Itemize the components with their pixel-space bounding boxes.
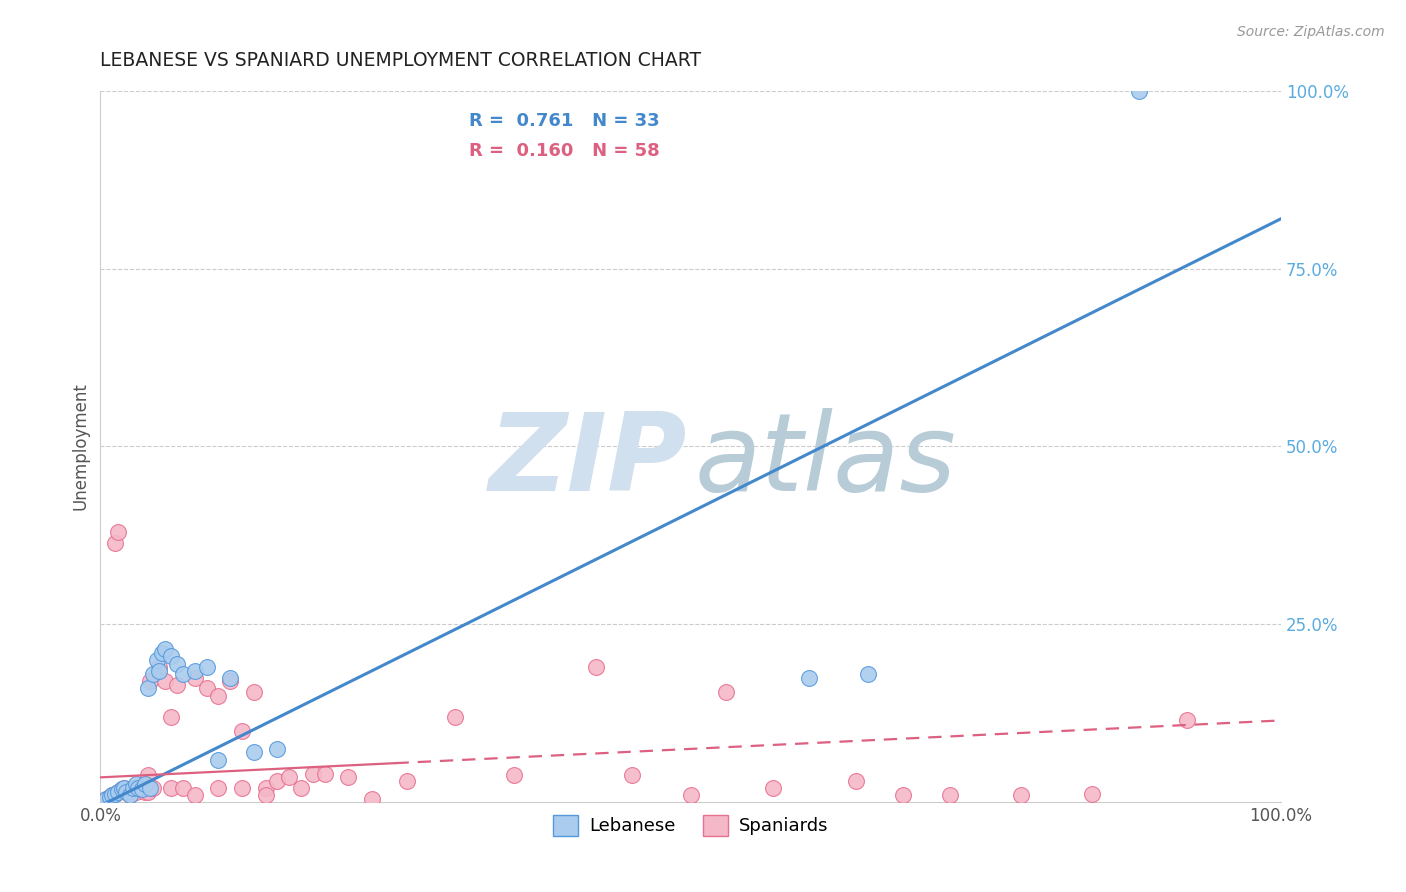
Point <box>125 784 148 798</box>
Point <box>172 667 194 681</box>
Point <box>166 678 188 692</box>
Point <box>361 791 384 805</box>
Point <box>136 784 159 798</box>
Point <box>112 780 135 795</box>
Point <box>160 710 183 724</box>
Point <box>136 768 159 782</box>
Point <box>101 788 124 802</box>
Point <box>396 773 419 788</box>
Point <box>115 784 138 798</box>
Point <box>131 782 153 797</box>
Text: atlas: atlas <box>695 409 956 513</box>
Point <box>443 710 465 724</box>
Point <box>160 780 183 795</box>
Point <box>207 780 229 795</box>
Point <box>107 784 129 798</box>
Point <box>1081 787 1104 801</box>
Point <box>207 689 229 703</box>
Point <box>115 784 138 798</box>
Point <box>127 780 149 795</box>
Point <box>148 660 170 674</box>
Point <box>845 773 868 788</box>
Point <box>195 681 218 696</box>
Point <box>131 782 153 797</box>
Text: R =  0.761   N = 33: R = 0.761 N = 33 <box>468 112 659 129</box>
Point <box>142 780 165 795</box>
Point <box>939 788 962 802</box>
Point <box>1010 788 1032 802</box>
Point <box>856 667 879 681</box>
Point <box>98 789 121 804</box>
Point <box>254 788 277 802</box>
Point <box>160 649 183 664</box>
Point <box>797 671 820 685</box>
Point <box>103 535 125 549</box>
Point <box>155 674 177 689</box>
Point <box>118 788 141 802</box>
Point <box>139 674 162 689</box>
Point <box>502 768 524 782</box>
Point <box>254 780 277 795</box>
Point <box>243 685 266 699</box>
Point <box>266 742 288 756</box>
Point <box>139 780 162 795</box>
Point <box>184 664 207 678</box>
Point <box>762 780 785 795</box>
Text: ZIP: ZIP <box>489 408 688 514</box>
Point <box>125 777 148 791</box>
Point <box>134 784 156 798</box>
Point <box>98 789 121 804</box>
Point <box>155 642 177 657</box>
Point <box>714 685 737 699</box>
Point <box>231 780 253 795</box>
Point <box>107 784 129 798</box>
Point <box>118 788 141 802</box>
Point <box>278 770 301 784</box>
Point <box>620 768 643 782</box>
Point <box>148 664 170 678</box>
Point <box>219 674 242 689</box>
Text: R =  0.160   N = 58: R = 0.160 N = 58 <box>468 142 659 161</box>
Point <box>136 681 159 696</box>
Point <box>1128 84 1150 98</box>
Point <box>134 777 156 791</box>
Point <box>231 724 253 739</box>
Point <box>96 791 118 805</box>
Point <box>103 787 125 801</box>
Legend: Lebanese, Spaniards: Lebanese, Spaniards <box>546 808 835 843</box>
Point <box>207 753 229 767</box>
Point <box>302 766 325 780</box>
Point <box>891 788 914 802</box>
Point <box>314 766 336 780</box>
Point <box>101 788 124 802</box>
Point <box>122 782 145 797</box>
Point <box>585 660 607 674</box>
Point <box>219 671 242 685</box>
Text: Source: ZipAtlas.com: Source: ZipAtlas.com <box>1237 25 1385 39</box>
Point <box>243 746 266 760</box>
Y-axis label: Unemployment: Unemployment <box>72 383 89 510</box>
Point <box>142 667 165 681</box>
Point <box>337 770 360 784</box>
Point <box>96 791 118 805</box>
Point <box>184 788 207 802</box>
Point <box>107 524 129 539</box>
Point <box>103 787 125 801</box>
Point <box>112 780 135 795</box>
Point <box>110 782 132 797</box>
Text: LEBANESE VS SPANIARD UNEMPLOYMENT CORRELATION CHART: LEBANESE VS SPANIARD UNEMPLOYMENT CORREL… <box>100 51 702 70</box>
Point <box>146 653 169 667</box>
Point <box>166 657 188 671</box>
Point <box>110 782 132 797</box>
Point <box>122 780 145 795</box>
Point <box>1175 714 1198 728</box>
Point <box>266 773 288 788</box>
Point <box>127 780 149 795</box>
Point <box>172 780 194 795</box>
Point <box>679 788 702 802</box>
Point <box>150 646 173 660</box>
Point <box>290 780 312 795</box>
Point <box>195 660 218 674</box>
Point <box>184 671 207 685</box>
